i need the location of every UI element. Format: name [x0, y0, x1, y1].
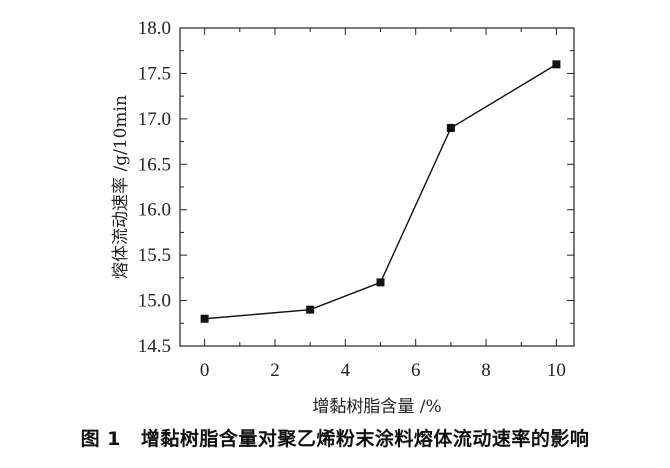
series-layer [200, 60, 561, 323]
y-tick-label: 17.0 [138, 109, 171, 130]
y-tick-label: 18.0 [138, 18, 171, 39]
x-tick-label: 10 [547, 360, 566, 381]
y-axis-label: 熔体流动速率 /g/10min [111, 95, 131, 279]
x-axis-label: 增黏树脂含量 /% [312, 397, 441, 417]
y-tick-label: 16.5 [138, 154, 171, 175]
y-tick-label: 17.5 [138, 63, 171, 84]
x-tick-label: 8 [481, 360, 491, 381]
data-point-marker [446, 123, 455, 132]
x-tick-label: 4 [341, 360, 351, 381]
data-point-marker [200, 314, 209, 323]
x-tick-label: 0 [200, 360, 210, 381]
figure-caption-text: 增黏树脂含量对聚乙烯粉末涂料熔体流动速率的影响 [140, 428, 590, 450]
y-tick-label: 15.0 [138, 291, 171, 312]
data-point-marker [376, 278, 385, 287]
tick-marks [180, 27, 574, 347]
tick-labels: 0 2 4 6 8 10 14.5 15.0 15.5 16.0 16.5 17.0 17.5 18.0 [138, 18, 566, 381]
x-tick-label: 2 [270, 360, 280, 381]
y-tick-label: 15.5 [138, 245, 171, 266]
x-tick-label: 6 [411, 360, 421, 381]
data-point-marker [306, 305, 315, 314]
y-tick-label: 14.5 [138, 336, 171, 357]
figure-number: 图 1 [80, 428, 121, 450]
figure-caption: 图 1 增黏树脂含量对聚乙烯粉末涂料熔体流动速率的影响 [0, 424, 670, 451]
data-point-marker [552, 60, 561, 69]
plot-area [179, 27, 575, 347]
y-tick-label: 16.0 [138, 200, 171, 221]
